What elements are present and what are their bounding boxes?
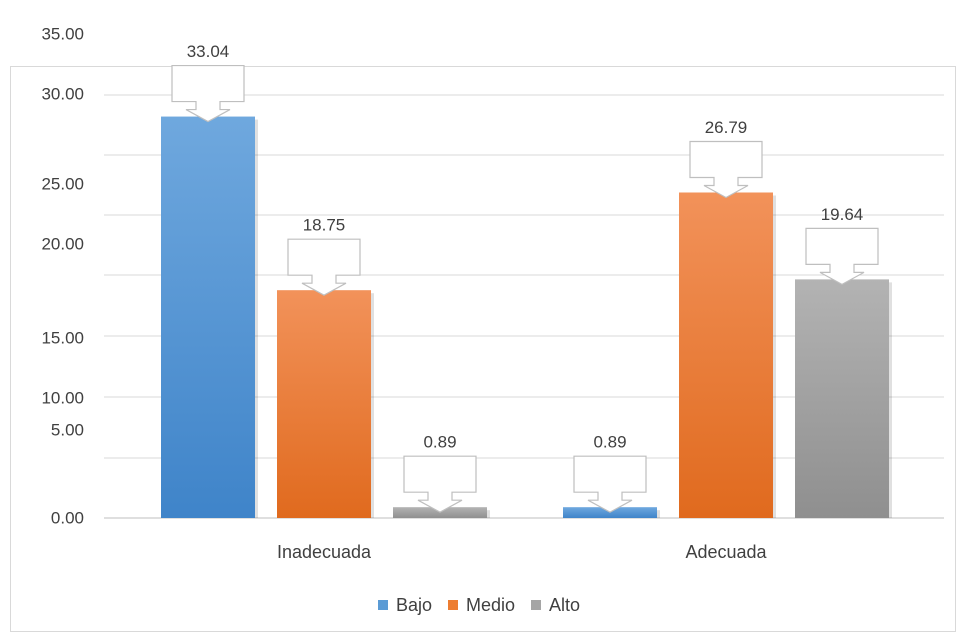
bar-alto-inadecuada-shadow <box>487 510 490 518</box>
data-label: 18.75 <box>303 216 346 235</box>
data-callout <box>573 455 647 513</box>
y-axis-ticks: 0.00 5.00 10.00 15.00 20.00 25.00 30.00 35.00 <box>41 25 84 528</box>
data-label: 33.04 <box>187 42 230 61</box>
bar-medio-adecuada <box>679 192 773 518</box>
y-tick-label: 30.00 <box>41 85 84 104</box>
legend-label-medio: Medio <box>465 594 516 615</box>
y-tick-label: 10.00 <box>41 389 84 408</box>
data-label: 19.64 <box>821 205 864 224</box>
data-callout <box>287 238 361 296</box>
bar-alto-adecuada-shadow <box>889 282 892 518</box>
legend-item-bajo: Bajo <box>377 594 432 616</box>
x-category-label: Adecuada <box>685 542 767 562</box>
y-tick-label: 15.00 <box>41 329 84 348</box>
data-callout <box>171 64 245 123</box>
legend-swatch-bajo <box>377 600 388 610</box>
bars <box>161 116 892 519</box>
legend: Bajo Medio Alto <box>0 592 958 618</box>
legend-item-medio: Medio <box>447 594 516 616</box>
legend-swatch-alto <box>531 600 542 610</box>
legend-label-bajo: Bajo <box>395 594 432 615</box>
bar-medio-adecuada-shadow <box>773 195 776 518</box>
legend-item-alto: Alto <box>531 595 580 616</box>
bar-bajo-inadecuada-shadow <box>255 119 258 519</box>
data-callout <box>805 227 879 286</box>
legend-label-alto: Alto <box>549 594 581 615</box>
data-label: 26.79 <box>705 118 748 137</box>
y-tick-label: 35.00 <box>41 25 84 44</box>
data-callout <box>403 455 477 513</box>
x-category-label: Inadecuada <box>277 542 372 562</box>
data-label: 0.89 <box>593 433 626 452</box>
bar-medio-inadecuada-shadow <box>371 293 374 518</box>
y-tick-label: 0.00 <box>51 509 84 528</box>
bar-alto-adecuada <box>795 279 889 518</box>
data-callout <box>689 140 763 199</box>
y-tick-label: 25.00 <box>41 175 84 194</box>
legend-swatch-medio <box>447 600 458 610</box>
y-tick-label: 20.00 <box>41 235 84 254</box>
x-axis-categories: Inadecuada Adecuada <box>277 542 768 562</box>
y-tick-label: 5.00 <box>51 421 84 440</box>
data-label-callouts: 33.04 0.89 18.75 26.79 0.89 19.64 <box>171 42 879 513</box>
bar-bajo-inadecuada <box>161 116 255 519</box>
bar-medio-inadecuada <box>277 290 371 518</box>
bar-bajo-adecuada-shadow <box>657 510 660 518</box>
data-label: 0.89 <box>423 433 456 452</box>
